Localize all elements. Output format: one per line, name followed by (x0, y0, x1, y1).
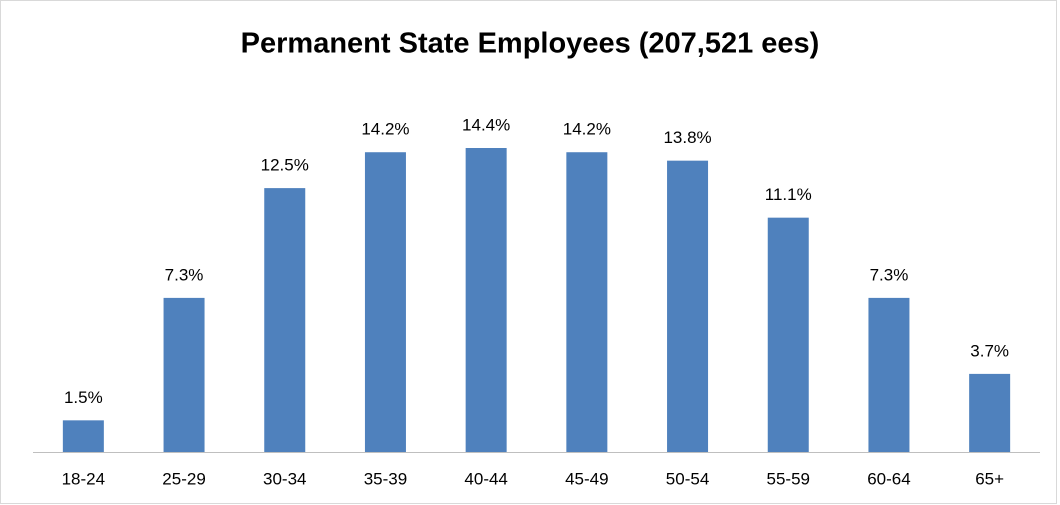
bar (868, 297, 910, 452)
x-tick-label: 18-24 (62, 469, 105, 488)
x-tick-label: 40-44 (464, 469, 507, 488)
data-label: 14.2% (361, 120, 409, 139)
data-label: 12.5% (261, 156, 309, 175)
x-tick-label: 30-34 (263, 469, 306, 488)
x-tick-label: 45-49 (565, 469, 608, 488)
bar (767, 217, 809, 452)
bar (969, 373, 1011, 452)
data-label: 11.1% (765, 185, 812, 204)
data-label: 13.8% (663, 128, 711, 147)
data-label: 14.4% (462, 115, 510, 134)
data-label: 3.7% (970, 341, 1009, 360)
x-tick-label: 55-59 (767, 469, 810, 488)
chart-title: Permanent State Employees (207,521 ees) (241, 28, 820, 60)
bar (364, 152, 406, 452)
x-tick-label: 50-54 (666, 469, 709, 488)
data-label: 1.5% (64, 388, 103, 407)
x-tick-label: 60-64 (867, 469, 910, 488)
x-tick-label: 65+ (975, 469, 1004, 488)
data-label: 7.3% (870, 265, 909, 284)
bar (264, 188, 306, 452)
bar (62, 420, 104, 452)
bar (163, 297, 205, 452)
data-label: 7.3% (165, 265, 204, 284)
x-tick-label: 25-29 (162, 469, 205, 488)
x-tick-label: 35-39 (364, 469, 407, 488)
bar (566, 152, 608, 452)
bar (465, 148, 507, 452)
data-label: 14.2% (563, 120, 611, 139)
bar (667, 160, 709, 452)
